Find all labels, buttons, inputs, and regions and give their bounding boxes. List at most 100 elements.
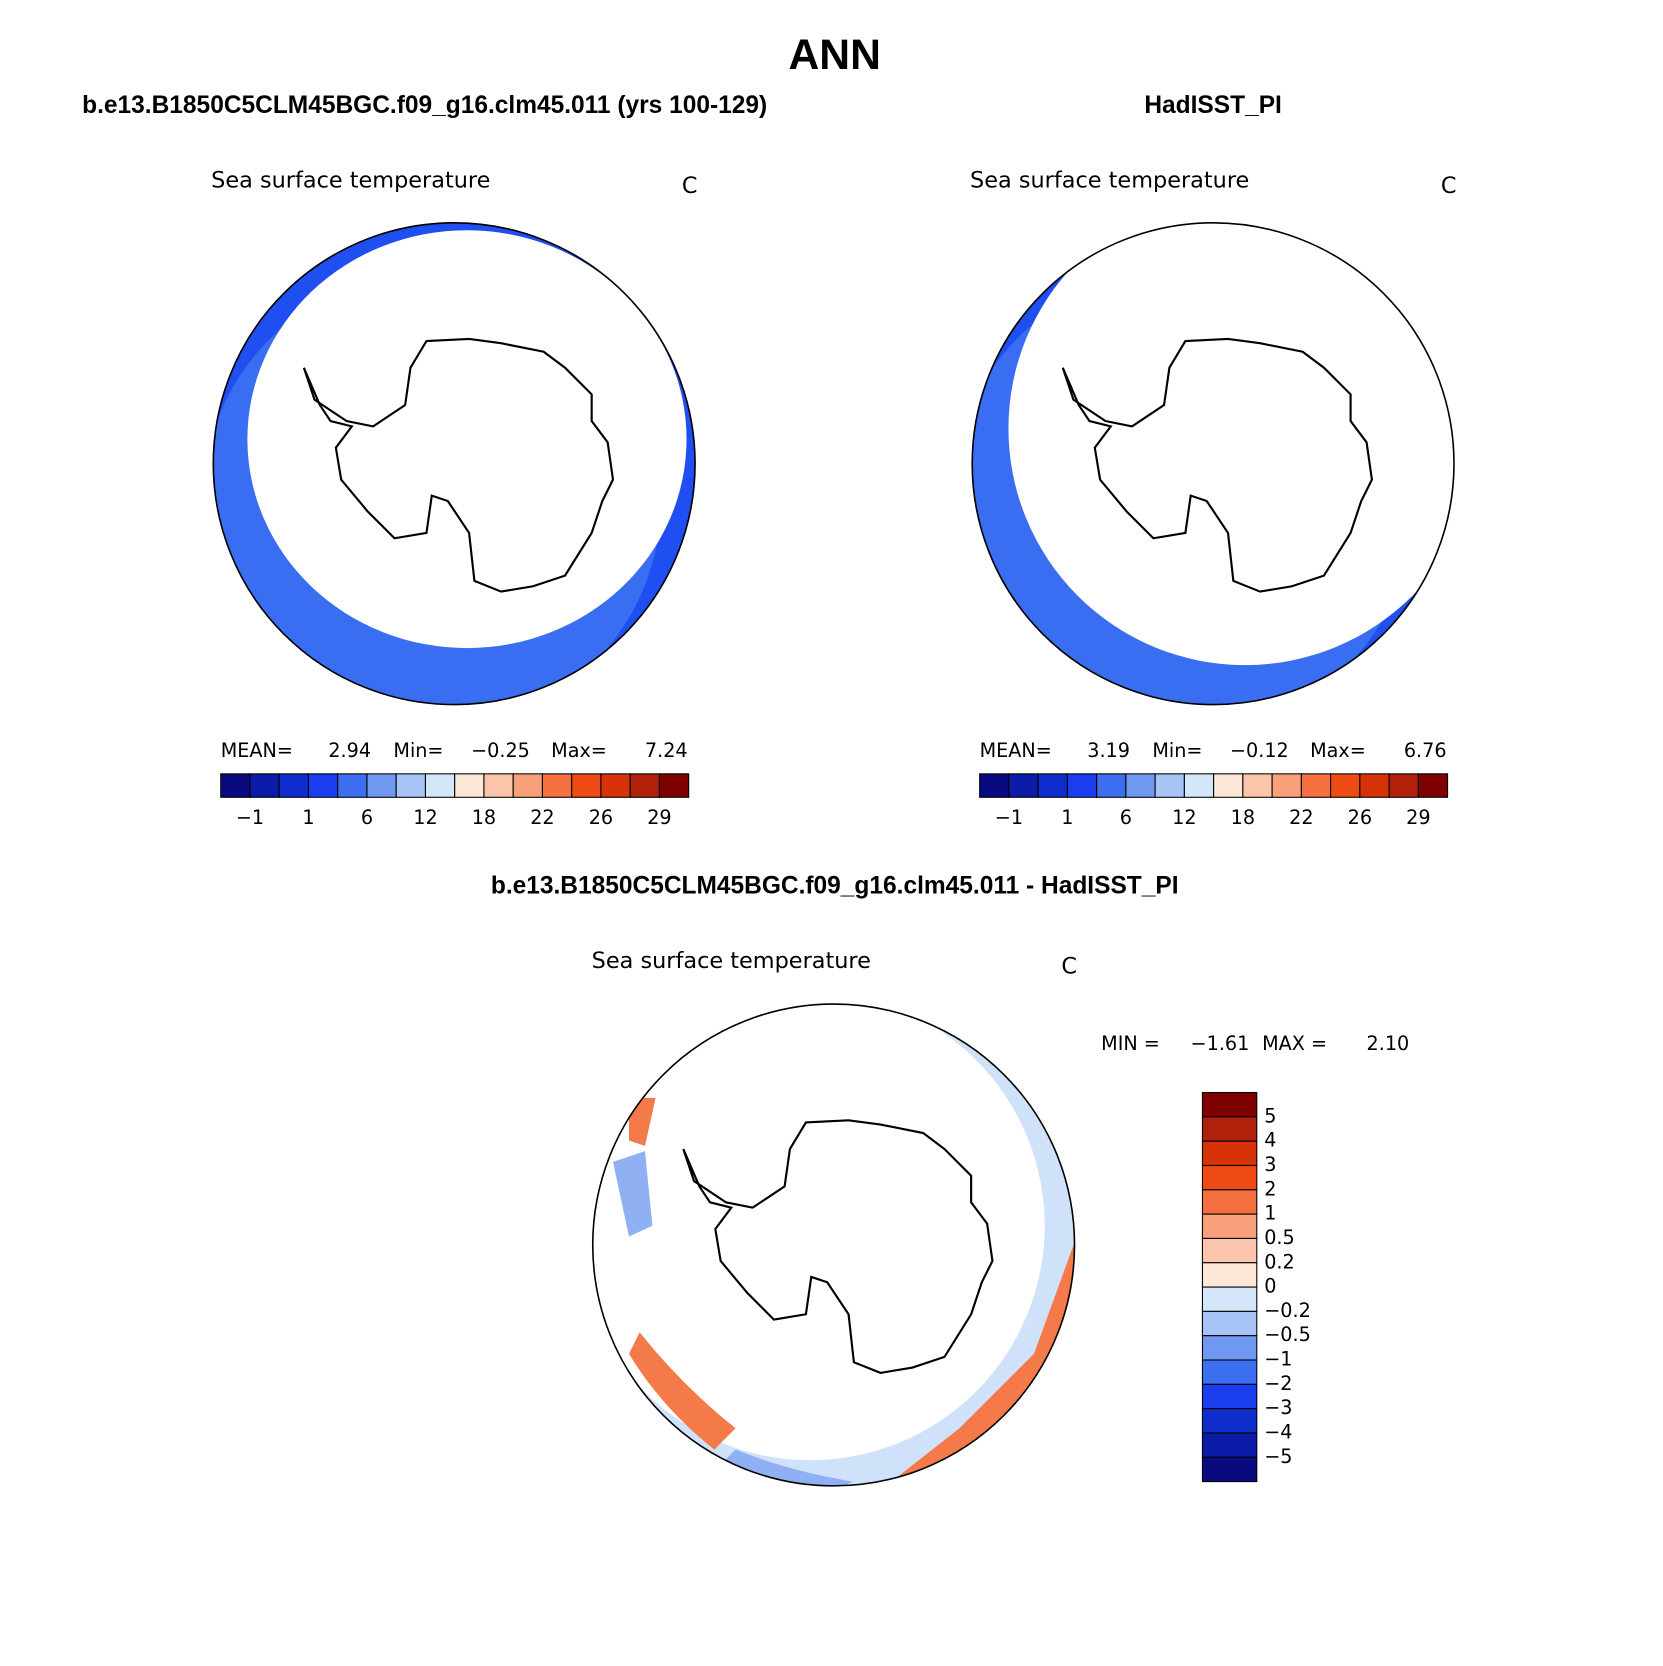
colorbar-box xyxy=(979,773,1010,798)
stat-text: Max= xyxy=(1310,739,1366,762)
colorbar-box xyxy=(512,773,543,798)
colorbar-box xyxy=(1201,1359,1258,1385)
field-label: Sea surface temperature xyxy=(211,168,490,194)
colorbar-label: 12 xyxy=(1172,806,1196,829)
colorbar-box xyxy=(337,773,368,798)
colorbar-box xyxy=(629,773,660,798)
units-label: C xyxy=(1441,173,1457,199)
stat-text: 6.76 xyxy=(1404,739,1447,762)
colorbar-box xyxy=(1201,1092,1258,1118)
colorbar-box xyxy=(220,773,251,798)
colorbar-box xyxy=(600,773,631,798)
colorbar-label: 29 xyxy=(1406,806,1430,829)
colorbar-label: −3 xyxy=(1264,1396,1292,1419)
stat-text: 2.94 xyxy=(328,739,371,762)
colorbar-box xyxy=(1242,773,1273,798)
stat-text: 2.10 xyxy=(1367,1032,1410,1055)
colorbar-box xyxy=(249,773,280,798)
colorbar-box xyxy=(483,773,514,798)
colorbar-label: −0.5 xyxy=(1264,1323,1311,1346)
colorbar-box xyxy=(1201,1310,1258,1337)
colorbar-label: 6 xyxy=(1120,806,1132,829)
map-obs xyxy=(971,221,1455,706)
figure-title: ANN xyxy=(789,31,881,79)
units-label: C xyxy=(1061,953,1077,979)
colorbar-box xyxy=(1125,773,1156,798)
colorbar-label: 0.2 xyxy=(1264,1250,1295,1273)
colorbar-box xyxy=(1201,1286,1258,1312)
colorbar-box xyxy=(1201,1213,1258,1239)
colorbar-box xyxy=(1201,1189,1258,1215)
colorbar-label: 12 xyxy=(413,806,437,829)
colorbar-label: −1 xyxy=(236,806,264,829)
map-model xyxy=(212,221,696,706)
colorbar-box xyxy=(454,773,485,798)
stat-text: Min= xyxy=(393,739,443,762)
colorbar-label: −1 xyxy=(995,806,1023,829)
colorbar-box xyxy=(1201,1262,1258,1288)
colorbar-label: 3 xyxy=(1264,1153,1276,1176)
stat-text: MIN = xyxy=(1101,1032,1160,1055)
colorbar-label: 5 xyxy=(1264,1104,1276,1127)
panel-heading: b.e13.B1850C5CLM45BGC.f09_g16.clm45.011 … xyxy=(82,92,767,119)
panel-heading: b.e13.B1850C5CLM45BGC.f09_g16.clm45.011 … xyxy=(491,872,1179,899)
colorbar-label: 0 xyxy=(1264,1275,1276,1298)
colorbar-box xyxy=(1213,773,1244,798)
colorbar-box xyxy=(571,773,602,798)
colorbar-box xyxy=(1037,773,1068,798)
colorbar-label: 2 xyxy=(1264,1177,1276,1200)
colorbar-box xyxy=(1271,773,1302,798)
colorbar-box xyxy=(1201,1116,1258,1142)
stat-text: Min= xyxy=(1152,739,1202,762)
colorbar-label: 4 xyxy=(1264,1129,1276,1152)
colorbar-box xyxy=(307,773,339,798)
colorbar-box xyxy=(1201,1408,1258,1434)
colorbar-label: −1 xyxy=(1264,1348,1292,1371)
colorbar-label: 0.5 xyxy=(1264,1226,1295,1249)
colorbar-box xyxy=(1201,1140,1258,1167)
colorbar-label: 22 xyxy=(530,806,554,829)
colorbar-label: 29 xyxy=(647,806,671,829)
colorbar-label: 18 xyxy=(1231,806,1255,829)
stat-text: −0.12 xyxy=(1230,739,1289,762)
map-difference xyxy=(591,1003,1076,1487)
stat-text: 3.19 xyxy=(1087,739,1130,762)
stat-text: MEAN= xyxy=(980,739,1052,762)
colorbar-box xyxy=(366,773,397,798)
panel-heading: HadISST_PI xyxy=(1144,92,1282,119)
colorbar-label: 26 xyxy=(589,806,613,829)
colorbar-box xyxy=(1201,1335,1258,1361)
colorbar-label: −2 xyxy=(1264,1372,1292,1395)
colorbar-box xyxy=(1201,1432,1258,1458)
colorbar-box xyxy=(424,773,456,798)
stat-text: Max= xyxy=(551,739,607,762)
colorbar-label: 1 xyxy=(1264,1202,1276,1225)
colorbar-label: 1 xyxy=(302,806,314,829)
colorbar-box xyxy=(658,773,690,798)
colorbar-box xyxy=(1300,773,1332,798)
colorbar-box xyxy=(1201,1383,1258,1410)
stat-text: MAX = xyxy=(1262,1032,1327,1055)
colorbar-box xyxy=(1388,773,1419,798)
colorbar-label: 22 xyxy=(1289,806,1313,829)
colorbar-label: −5 xyxy=(1264,1445,1292,1468)
colorbar-box xyxy=(541,773,573,798)
field-label: Sea surface temperature xyxy=(592,948,871,974)
colorbar-box xyxy=(1096,773,1127,798)
stat-text: 7.24 xyxy=(645,739,688,762)
colorbar-label: −4 xyxy=(1264,1420,1292,1443)
colorbar-box xyxy=(1417,773,1449,798)
field-label: Sea surface temperature xyxy=(970,168,1249,194)
colorbar-box xyxy=(1359,773,1390,798)
colorbar-box xyxy=(1201,1456,1258,1483)
stat-text: −1.61 xyxy=(1191,1032,1250,1055)
colorbar-label: −0.2 xyxy=(1264,1299,1311,1322)
colorbar-box xyxy=(1201,1164,1258,1191)
colorbar-box xyxy=(1154,773,1185,798)
colorbar-box xyxy=(395,773,426,798)
colorbar-label: 18 xyxy=(472,806,496,829)
colorbar-label: 1 xyxy=(1061,806,1073,829)
units-label: C xyxy=(682,173,698,199)
stat-text: MEAN= xyxy=(221,739,293,762)
